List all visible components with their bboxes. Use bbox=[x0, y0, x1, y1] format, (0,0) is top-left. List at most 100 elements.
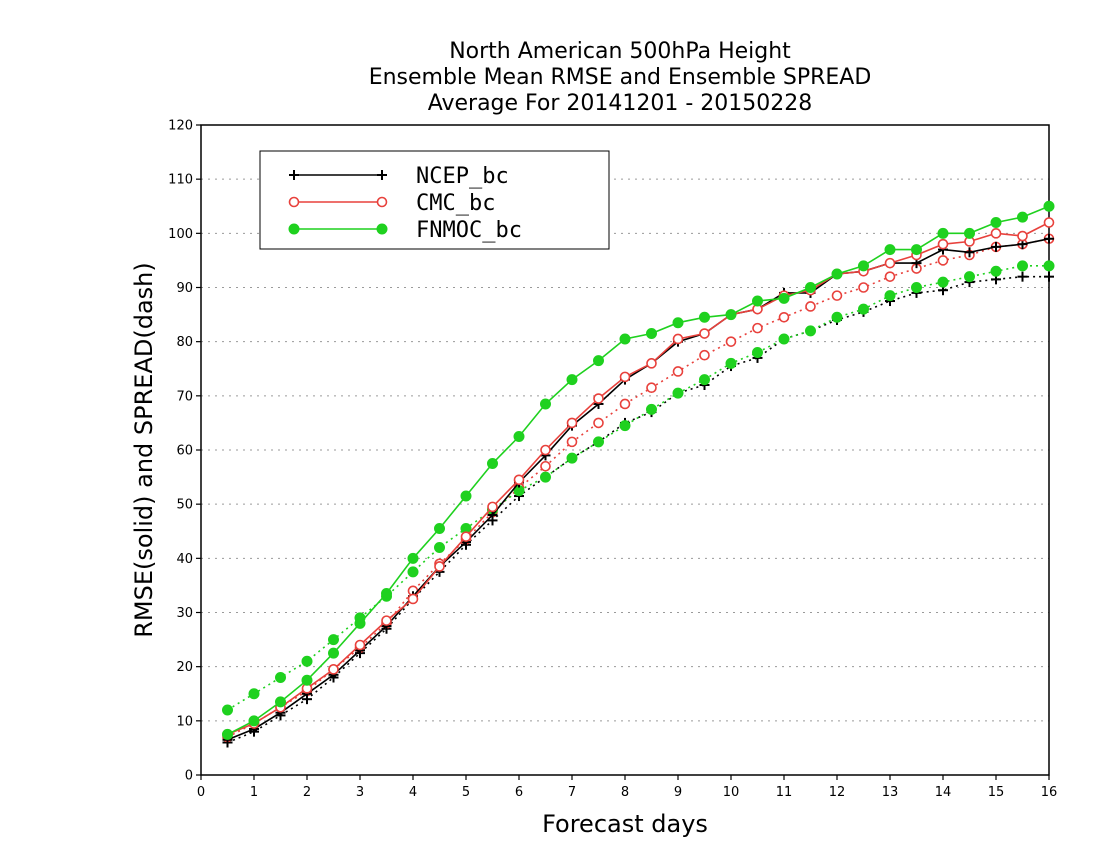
NCEP_bc-rmse-point bbox=[991, 241, 1001, 252]
CMC_bc-spread-point bbox=[884, 271, 896, 282]
x-axis-label: Forecast days bbox=[542, 810, 708, 838]
title-line-1: North American 500hPa Height bbox=[449, 39, 791, 64]
CMC_bc-rmse-point bbox=[646, 358, 657, 369]
x-tick-label: 9 bbox=[674, 785, 682, 800]
CMC_bc-spread-point bbox=[646, 382, 657, 394]
FNMOC_bc-rmse-point bbox=[778, 292, 790, 304]
chart-title: North American 500hPa Height Ensemble Me… bbox=[369, 39, 872, 116]
CMC_bc-spread-point bbox=[566, 436, 578, 448]
NCEP_bc-rmse bbox=[222, 233, 1054, 745]
y-tick-label: 30 bbox=[176, 606, 193, 621]
FNMOC_bc-rmse-point bbox=[328, 647, 339, 659]
CMC_bc-spread-point bbox=[831, 290, 843, 301]
x-tick-label: 13 bbox=[882, 785, 899, 800]
CMC_bc-rmse-point bbox=[487, 501, 498, 513]
y-tick-label: 0 bbox=[185, 769, 193, 784]
legend-marker bbox=[289, 170, 299, 180]
y-tick-label: 70 bbox=[176, 389, 193, 404]
y-tick-label: 80 bbox=[176, 335, 193, 350]
FNMOC_bc-rmse-point bbox=[540, 398, 551, 410]
CMC_bc-rmse-point bbox=[540, 444, 551, 456]
FNMOC_bc-rmse-point bbox=[434, 523, 445, 535]
FNMOC_bc-rmse-point bbox=[725, 309, 737, 321]
y-tick-label: 50 bbox=[176, 498, 193, 513]
FNMOC_bc-spread-point bbox=[434, 542, 445, 553]
legend-marker bbox=[288, 196, 300, 208]
FNMOC_bc-spread-point bbox=[248, 688, 260, 700]
FNMOC_bc-rmse-point bbox=[619, 333, 631, 345]
FNMOC_bc-spread-point bbox=[964, 271, 975, 283]
FNMOC_bc-rmse-point bbox=[990, 217, 1002, 228]
x-tick-label: 12 bbox=[829, 785, 846, 800]
legend-label: NCEP_bc bbox=[416, 164, 509, 189]
CMC_bc-spread-point bbox=[672, 366, 684, 377]
CMC_bc-rmse-point bbox=[407, 593, 419, 605]
CMC_bc-rmse-point bbox=[460, 531, 472, 542]
FNMOC_bc-spread-point bbox=[619, 420, 631, 432]
y-tick-label: 40 bbox=[176, 552, 193, 567]
FNMOC_bc-rmse-point bbox=[407, 552, 419, 564]
FNMOC_bc-rmse-point bbox=[699, 311, 710, 323]
FNMOC_bc-spread-point bbox=[1043, 260, 1055, 272]
NCEP_bc-rmse-point bbox=[1044, 233, 1054, 244]
FNMOC_bc-rmse-point bbox=[222, 728, 233, 740]
y-tick-label: 60 bbox=[176, 444, 193, 459]
x-tick-label: 6 bbox=[515, 785, 523, 800]
FNMOC_bc-rmse-point bbox=[248, 715, 260, 727]
FNMOC_bc-rmse-point bbox=[1017, 211, 1028, 223]
CMC_bc-rmse-point bbox=[619, 371, 631, 383]
CMC_bc-spread-point bbox=[540, 460, 551, 472]
legend-box bbox=[259, 150, 610, 250]
FNMOC_bc-spread-point bbox=[911, 282, 922, 293]
y-tick-label: 110 bbox=[168, 173, 193, 188]
CMC_bc-spread-point bbox=[619, 398, 631, 410]
x-tick-label: 4 bbox=[409, 785, 417, 800]
x-tick-label: 3 bbox=[356, 785, 364, 800]
NCEP_bc-rmse-line bbox=[227, 238, 1050, 741]
FNMOC_bc-spread-point bbox=[990, 265, 1002, 277]
x-tick-label: 2 bbox=[303, 785, 311, 800]
CMC_bc-rmse bbox=[222, 217, 1055, 740]
FNMOC_bc-spread-point bbox=[778, 333, 790, 345]
FNMOC_bc-spread-point bbox=[646, 403, 657, 415]
FNMOC_bc-rmse-point bbox=[275, 696, 286, 708]
legend-marker bbox=[376, 196, 388, 208]
FNMOC_bc-rmse-point bbox=[513, 430, 525, 442]
CMC_bc-rmse-point bbox=[937, 238, 949, 250]
FNMOC_bc-rmse-point bbox=[831, 268, 843, 280]
CMC_bc-rmse-point bbox=[593, 393, 604, 404]
x-tick-label: 10 bbox=[723, 785, 740, 800]
legend-item: NCEP_bc bbox=[289, 164, 509, 189]
legend-label: CMC_bc bbox=[416, 191, 495, 216]
FNMOC_bc-spread-point bbox=[937, 276, 949, 288]
CMC_bc-rmse-point bbox=[354, 639, 366, 651]
x-tick-label: 15 bbox=[988, 785, 1005, 800]
legend-label: FNMOC_bc bbox=[416, 218, 522, 243]
y-tick-label: 90 bbox=[176, 281, 193, 296]
FNMOC_bc-rmse-point bbox=[566, 374, 578, 386]
CMC_bc-spread-point bbox=[593, 417, 604, 429]
y-tick-label: 120 bbox=[168, 119, 193, 134]
FNMOC_bc-rmse-point bbox=[805, 282, 816, 293]
CMC_bc-rmse-point bbox=[1017, 230, 1028, 242]
x-tick-label: 11 bbox=[776, 785, 793, 800]
CMC_bc-spread-line bbox=[227, 238, 1050, 738]
CMC_bc-rmse-point bbox=[328, 664, 339, 675]
CMC_bc-rmse-point bbox=[381, 615, 392, 626]
NCEP_bc-spread-point bbox=[1017, 271, 1028, 282]
FNMOC_bc-spread-point bbox=[540, 471, 551, 483]
x-tick-label: 7 bbox=[568, 785, 576, 800]
FNMOC_bc-spread-point bbox=[725, 357, 737, 369]
title-line-2: Ensemble Mean RMSE and Ensemble SPREAD bbox=[369, 65, 872, 90]
FNMOC_bc-rmse-point bbox=[752, 295, 763, 307]
CMC_bc-spread-point bbox=[805, 301, 816, 312]
FNMOC_bc-spread-point bbox=[858, 303, 869, 315]
y-tick-label: 10 bbox=[176, 714, 193, 729]
CMC_bc-rmse-point bbox=[990, 228, 1002, 239]
CMC_bc-rmse-point bbox=[434, 561, 445, 572]
FNMOC_bc-spread-point bbox=[566, 452, 578, 464]
FNMOC_bc-spread-point bbox=[805, 325, 816, 337]
CMC_bc-spread-point bbox=[937, 255, 949, 266]
